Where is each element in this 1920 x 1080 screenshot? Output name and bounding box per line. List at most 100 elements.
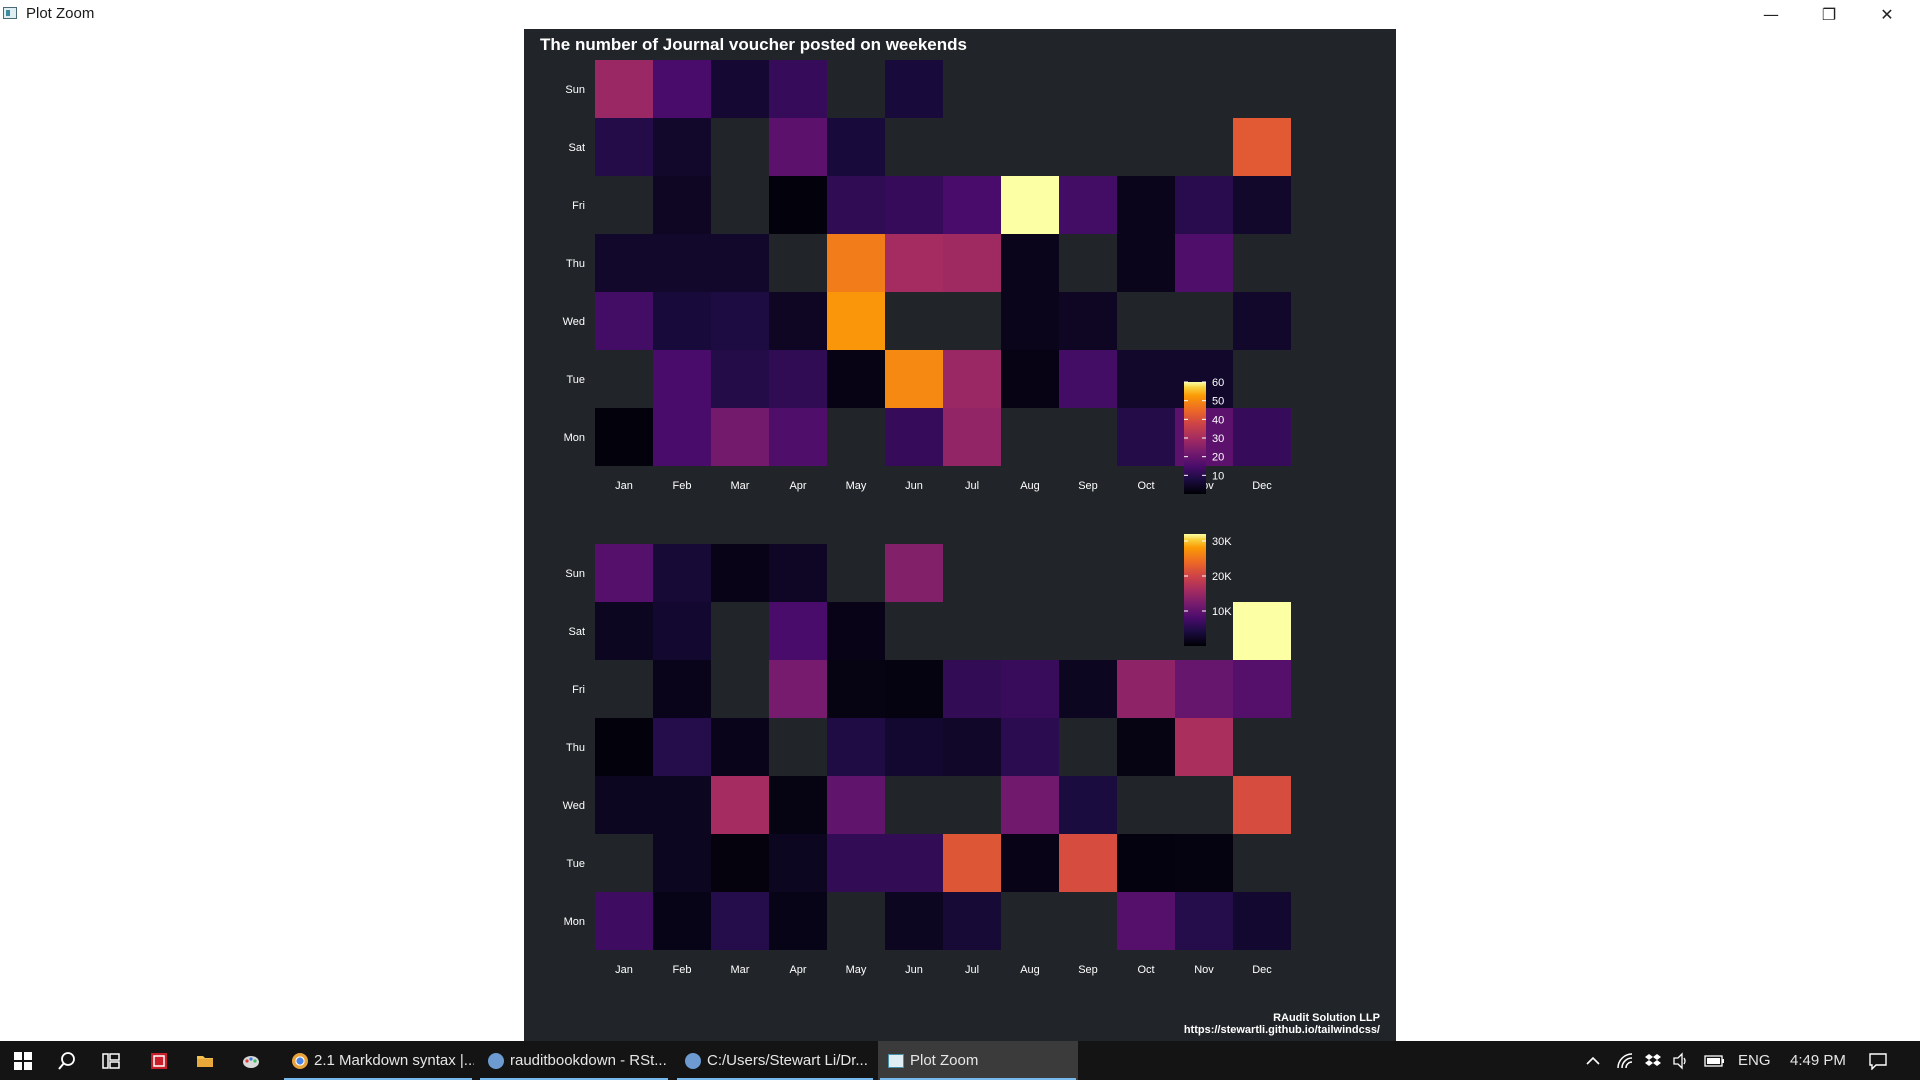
- x-tick-label: Apr: [789, 480, 806, 492]
- heatmap-cell: [885, 834, 943, 892]
- x-tick-label: Jan: [615, 480, 633, 492]
- heatmap-plot: The number of Journal voucher posted on …: [540, 35, 1380, 1036]
- taskbar-app-label: rauditbookdown - RSt...: [510, 1052, 667, 1069]
- heatmap-cell: [711, 544, 769, 602]
- heatmap-cell: [653, 834, 711, 892]
- heatmap-cell: [653, 718, 711, 776]
- heatmap-cell: [827, 350, 885, 408]
- heatmap-cell: [943, 176, 1001, 234]
- x-tick-label: Apr: [789, 964, 806, 976]
- heatmap-cell: [943, 660, 1001, 718]
- y-tick-label: Mon: [564, 432, 585, 444]
- heatmap-cell: [885, 350, 943, 408]
- heatmap-cell: [1001, 234, 1059, 292]
- heatmap-cell: [1175, 834, 1233, 892]
- taskbar: 2.1 Markdown syntax |... rauditbookdown …: [0, 1041, 1920, 1080]
- taskbar-app-label: Plot Zoom: [910, 1052, 979, 1069]
- network-icon[interactable]: [1616, 1041, 1634, 1080]
- file-explorer-icon[interactable]: [182, 1041, 228, 1080]
- footer-url: https://stewartli.github.io/tailwindcss/: [1184, 1024, 1380, 1036]
- show-hidden-icons-button[interactable]: [1585, 1041, 1601, 1080]
- taskbar-app-label: C:/Users/Stewart Li/Dr...: [707, 1052, 868, 1069]
- task-view-icon[interactable]: [88, 1041, 134, 1080]
- heatmap-cell: [595, 892, 653, 950]
- heatmap-cell: [653, 408, 711, 466]
- plot-zoom-icon: [888, 1053, 904, 1068]
- clock[interactable]: 4:49 PM: [1790, 1052, 1846, 1069]
- x-tick-label: Oct: [1137, 480, 1154, 492]
- x-tick-label: Nov: [1194, 964, 1214, 976]
- taskbar-app-rstudio[interactable]: rauditbookdown - RSt...: [478, 1041, 670, 1080]
- taskbar-app-label: 2.1 Markdown syntax |...: [314, 1052, 474, 1069]
- legend-tick-label: 20K: [1212, 571, 1232, 583]
- heatmap-cell: [943, 718, 1001, 776]
- heatmap-cell: [1059, 176, 1117, 234]
- volume-icon[interactable]: [1672, 1041, 1690, 1080]
- search-icon[interactable]: [44, 1041, 90, 1080]
- paint-app-icon[interactable]: [228, 1041, 274, 1080]
- plot-title: The number of Journal voucher posted on …: [540, 35, 967, 54]
- y-tick-label: Sun: [565, 84, 585, 96]
- heatmap-cell: [769, 544, 827, 602]
- heatmap-cell: [595, 718, 653, 776]
- minimize-button[interactable]: —: [1763, 5, 1779, 24]
- heatmap-cell: [1001, 776, 1059, 834]
- heatmap-cell: [653, 60, 711, 118]
- heatmap-cell: [1117, 234, 1175, 292]
- heatmap-cell: [711, 292, 769, 350]
- heatmap-cell: [653, 118, 711, 176]
- x-tick-label: Jul: [965, 480, 979, 492]
- language-indicator[interactable]: ENG: [1738, 1052, 1771, 1069]
- y-tick-label: Fri: [572, 684, 585, 696]
- legend-tick-label: 40: [1212, 414, 1224, 426]
- heatmap-cell: [595, 776, 653, 834]
- dropbox-icon[interactable]: [1644, 1041, 1662, 1080]
- heatmap-cell: [885, 234, 943, 292]
- heatmap-cell: [943, 408, 1001, 466]
- rstudio-icon: [488, 1052, 504, 1069]
- legend-tick-label: 30K: [1212, 536, 1232, 548]
- legend-tick-label: 60: [1212, 377, 1224, 389]
- heatmap-cell: [595, 118, 653, 176]
- maximize-button[interactable]: ❐: [1821, 5, 1837, 24]
- x-tick-label: Mar: [731, 480, 750, 492]
- heatmap-cell: [1233, 892, 1291, 950]
- heatmap-cell: [1059, 292, 1117, 350]
- y-tick-label: Fri: [572, 200, 585, 212]
- taskbar-app-r-console[interactable]: C:/Users/Stewart Li/Dr...: [675, 1041, 875, 1080]
- legend-tick-label: 50: [1212, 396, 1224, 408]
- y-tick-label: Wed: [563, 800, 585, 812]
- heatmap-cell: [1233, 292, 1291, 350]
- heatmap-cell: [827, 660, 885, 718]
- taskbar-active-indicator: [677, 1078, 873, 1080]
- legend-colorbar: [1184, 382, 1206, 494]
- pdf-app-icon[interactable]: [136, 1041, 182, 1080]
- y-tick-label: Mon: [564, 916, 585, 928]
- taskbar-app-chrome[interactable]: 2.1 Markdown syntax |...: [282, 1041, 474, 1080]
- heatmap-cell: [595, 234, 653, 292]
- heatmap-cell: [1117, 350, 1175, 408]
- x-tick-label: Jul: [965, 964, 979, 976]
- heatmap-cell: [885, 60, 943, 118]
- taskbar-app-plot-zoom[interactable]: Plot Zoom: [878, 1041, 1078, 1080]
- battery-icon[interactable]: [1704, 1041, 1726, 1080]
- close-button[interactable]: ✕: [1880, 5, 1894, 24]
- heatmap-cell: [885, 718, 943, 776]
- heatmap-cell: [827, 776, 885, 834]
- windows-start-icon[interactable]: [0, 1041, 46, 1080]
- heatmap-cell: [943, 892, 1001, 950]
- r-icon: [685, 1052, 701, 1069]
- heatmap-cell: [885, 408, 943, 466]
- heatmap-cell: [885, 544, 943, 602]
- window-titlebar: Plot Zoom — ❐ ✕: [0, 0, 1920, 29]
- chrome-icon: [292, 1052, 308, 1069]
- heatmap-cell: [1175, 234, 1233, 292]
- plot-zoom-app-icon: [3, 7, 17, 19]
- legend-tick-label: 10K: [1212, 606, 1232, 618]
- heatmap-cell: [1117, 408, 1175, 466]
- plot-panel: The number of Journal voucher posted on …: [524, 29, 1396, 1041]
- heatmap-cell: [885, 176, 943, 234]
- heatmap-cell: [595, 602, 653, 660]
- y-tick-label: Thu: [566, 258, 585, 270]
- action-center-icon[interactable]: [1868, 1041, 1888, 1080]
